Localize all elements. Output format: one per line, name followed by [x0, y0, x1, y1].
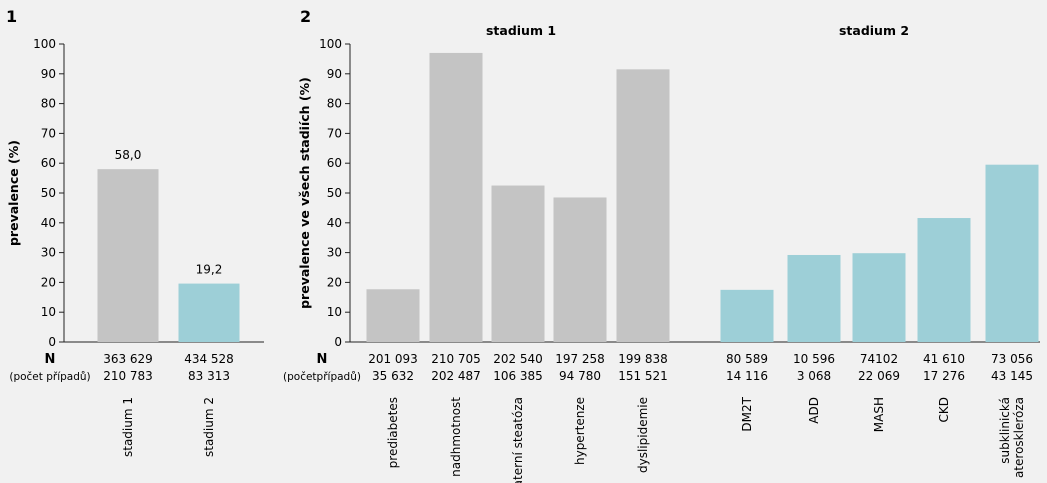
- bar: [178, 283, 240, 342]
- n-cases-label: 202 487: [431, 369, 481, 383]
- n-label: N: [317, 352, 328, 367]
- y-tick-label: 70: [327, 126, 342, 140]
- y-tick-label: 60: [327, 156, 342, 170]
- x-category-label-line: hypertenze: [573, 397, 587, 465]
- y-tick-label: 90: [327, 67, 342, 81]
- bar: [720, 289, 774, 342]
- y-tick-label: 50: [41, 186, 56, 200]
- x-category-label: CKD: [937, 397, 951, 423]
- x-category-label-line: stadium 2: [202, 397, 216, 457]
- value-label: 58,0: [115, 148, 142, 162]
- y-tick-label: 0: [48, 335, 56, 349]
- x-category-label: MASH: [872, 397, 886, 432]
- n-cases-label: 22 069: [858, 369, 900, 383]
- value-label: 19,2: [196, 263, 223, 277]
- x-category-label-line: dyslipidemie: [636, 397, 650, 473]
- x-category-label: prediabetes: [386, 397, 400, 468]
- y-tick-label: 30: [327, 246, 342, 260]
- y-axis-title: prevalence (%): [6, 140, 21, 246]
- x-category-label: nadhmotnost: [449, 397, 463, 477]
- bar: [429, 52, 483, 342]
- n-cases-label: 210 783: [103, 369, 153, 383]
- y-tick-label: 80: [327, 97, 342, 111]
- x-category-label: subklinickáateroskleróza: [998, 397, 1026, 478]
- x-category-label-line: stadium 1: [121, 397, 135, 457]
- n-count-label: 363 629: [103, 352, 153, 366]
- x-category-label-line: ADD: [807, 397, 821, 424]
- n-cases-label: 94 780: [559, 369, 601, 383]
- x-category-label: dyslipidemie: [636, 397, 650, 473]
- n-count-label: 210 705: [431, 352, 481, 366]
- y-tick-label: 100: [33, 37, 56, 51]
- n-count-label: 74102: [860, 352, 898, 366]
- bar: [917, 218, 971, 342]
- n-cases-label: 151 521: [618, 369, 668, 383]
- panel-label: 2: [300, 7, 311, 26]
- bar: [852, 253, 906, 342]
- y-tick-label: 70: [41, 126, 56, 140]
- y-tick-label: 90: [41, 67, 56, 81]
- n-count-label: 201 093: [368, 352, 418, 366]
- n-cases-label: 3 068: [797, 369, 831, 383]
- bar: [787, 254, 841, 342]
- x-category-label: jaterní steatóza: [511, 397, 525, 483]
- y-tick-label: 40: [41, 216, 56, 230]
- group-title: stadium 2: [839, 23, 909, 38]
- n-count-label: 202 540: [493, 352, 543, 366]
- x-category-label: stadium 1: [121, 397, 135, 457]
- bar: [491, 185, 545, 342]
- y-tick-label: 40: [327, 216, 342, 230]
- x-category-label: ADD: [807, 397, 821, 424]
- x-category-label-line: MASH: [872, 397, 886, 432]
- x-category-label: DM2T: [740, 396, 754, 431]
- n-count-label: 10 596: [793, 352, 835, 366]
- y-tick-label: 30: [41, 246, 56, 260]
- panel-label: 1: [6, 7, 17, 26]
- y-tick-label: 20: [327, 275, 342, 289]
- y-tick-label: 80: [41, 97, 56, 111]
- bar: [616, 69, 670, 342]
- n-sublabel: (početpřípadů): [283, 371, 361, 383]
- n-cases-label: 43 145: [991, 369, 1033, 383]
- n-cases-label: 17 276: [923, 369, 965, 383]
- y-tick-label: 10: [327, 305, 342, 319]
- y-tick-label: 100: [319, 37, 342, 51]
- y-tick-label: 20: [41, 275, 56, 289]
- x-category-label: hypertenze: [573, 397, 587, 465]
- n-count-label: 73 056: [991, 352, 1033, 366]
- y-tick-label: 10: [41, 305, 56, 319]
- n-sublabel: (počet případů): [9, 371, 90, 383]
- x-category-label-line: jaterní steatóza: [511, 397, 525, 483]
- x-category-label-line: prediabetes: [386, 397, 400, 468]
- bar: [97, 169, 159, 342]
- y-axis-title: prevalence ve všech stadiích (%): [297, 77, 312, 309]
- n-cases-label: 106 385: [493, 369, 543, 383]
- y-tick-label: 60: [41, 156, 56, 170]
- x-category-label-line: ateroskleróza: [1012, 397, 1026, 478]
- x-category-label-line: DM2T: [740, 396, 754, 431]
- n-label: N: [45, 352, 56, 367]
- n-count-label: 434 528: [184, 352, 234, 366]
- n-cases-label: 14 116: [726, 369, 768, 383]
- n-count-label: 197 258: [555, 352, 605, 366]
- bar: [553, 197, 607, 342]
- x-category-label-line: nadhmotnost: [449, 397, 463, 477]
- x-category-label-line: CKD: [937, 397, 951, 423]
- y-tick-label: 50: [327, 186, 342, 200]
- n-count-label: 41 610: [923, 352, 965, 366]
- x-category-label-line: subklinická: [998, 397, 1012, 464]
- group-title: stadium 1: [486, 23, 556, 38]
- n-count-label: 199 838: [618, 352, 668, 366]
- n-cases-label: 35 632: [372, 369, 414, 383]
- bar: [366, 289, 420, 342]
- y-tick-label: 0: [334, 335, 342, 349]
- x-category-label: stadium 2: [202, 397, 216, 457]
- n-count-label: 80 589: [726, 352, 768, 366]
- bar: [985, 164, 1039, 342]
- n-cases-label: 83 313: [188, 369, 230, 383]
